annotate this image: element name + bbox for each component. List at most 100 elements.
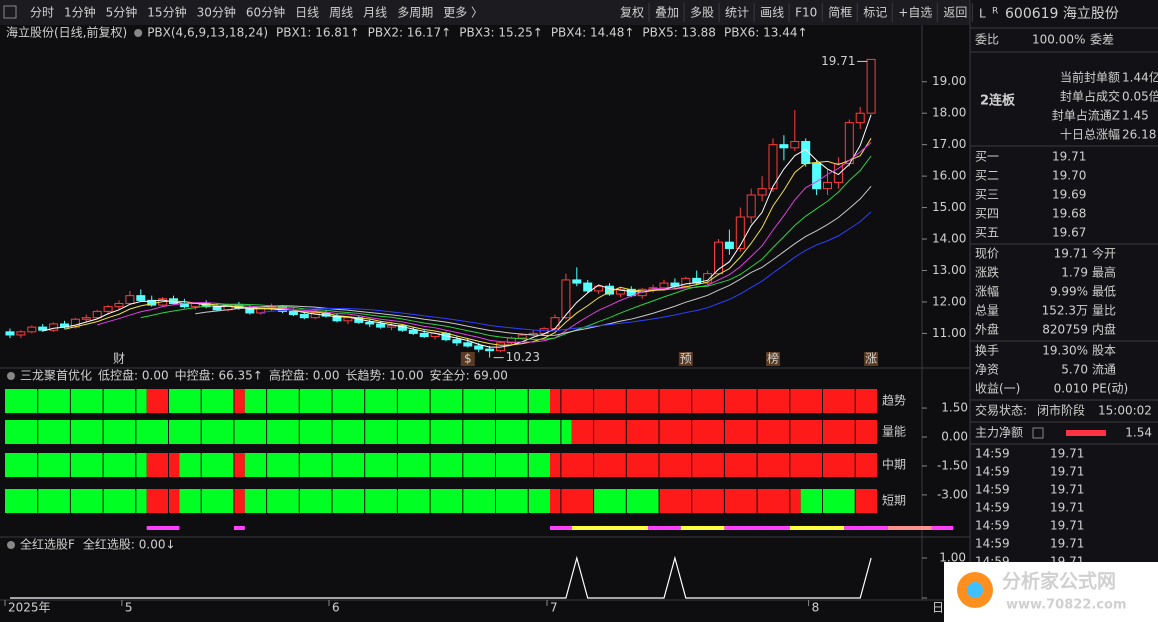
toolbar-tab[interactable]: 更多 〉 bbox=[443, 6, 483, 20]
candle-body bbox=[768, 144, 778, 190]
state-cells bbox=[800, 489, 856, 513]
ma-value: PBX4: 14.48↑ bbox=[551, 26, 635, 40]
chart-title: 海立股份(日线,前复权) bbox=[6, 25, 127, 40]
value: 19.71 bbox=[1050, 501, 1084, 515]
state-cells bbox=[550, 489, 594, 513]
state-cells bbox=[146, 453, 180, 477]
value: 19.68 bbox=[1052, 207, 1086, 221]
candle-body bbox=[583, 282, 593, 292]
candle-body bbox=[332, 315, 342, 322]
collapse-icon[interactable] bbox=[7, 541, 15, 549]
label: 涨跌 bbox=[975, 265, 999, 280]
toolbar-button[interactable]: +自选 bbox=[898, 6, 932, 20]
toolbar-button[interactable]: 统计 bbox=[725, 6, 749, 20]
candle-body bbox=[474, 345, 484, 350]
value: 19.69 bbox=[1052, 188, 1086, 202]
value: 19.67 bbox=[1052, 226, 1086, 240]
candle-body bbox=[49, 323, 59, 331]
net-icon[interactable] bbox=[1032, 427, 1044, 439]
candle-body bbox=[288, 310, 298, 316]
value: 5.70 bbox=[1061, 363, 1088, 377]
value: 19.71 bbox=[1050, 519, 1084, 533]
signal-strip bbox=[550, 526, 572, 530]
time: 14:59 bbox=[975, 519, 1010, 533]
bottom-value: 全红选股: 0.00↓ bbox=[83, 537, 176, 552]
candle-body bbox=[103, 306, 113, 312]
collapse-icon[interactable] bbox=[7, 372, 15, 380]
toolbar-tab[interactable]: 多周期 bbox=[397, 6, 433, 20]
toolbar-button[interactable]: 画线 bbox=[760, 6, 784, 20]
toolbar-button[interactable]: 复权 bbox=[620, 6, 644, 20]
time: 14:59 bbox=[975, 537, 1010, 551]
settings-icon[interactable] bbox=[134, 29, 143, 37]
value: 19.71 bbox=[1052, 150, 1086, 164]
event-marker[interactable]: 财 bbox=[113, 352, 125, 366]
toolbar-tab[interactable]: 5分钟 bbox=[106, 5, 138, 20]
toolbar-button[interactable]: 返回 bbox=[943, 6, 967, 20]
candle-body bbox=[310, 312, 320, 319]
time: 14:59 bbox=[975, 501, 1010, 515]
event-marker[interactable]: 涨 bbox=[865, 351, 877, 366]
date-label: 5 bbox=[125, 601, 133, 615]
time: 14:59 bbox=[975, 483, 1010, 497]
label: 最高 bbox=[1092, 265, 1116, 280]
indicator-tick-label: 0.00 bbox=[941, 430, 968, 444]
label: 收益(一) bbox=[975, 382, 1020, 396]
watermark-name: 分析家公式网 bbox=[1002, 570, 1116, 593]
label: 今开 bbox=[1092, 246, 1116, 261]
price-tick-label: 14.00 bbox=[932, 232, 966, 246]
toolbar-tab[interactable]: 15分钟 bbox=[147, 5, 186, 20]
toolbar-tab[interactable]: 1分钟 bbox=[64, 5, 96, 20]
state-cells bbox=[5, 453, 147, 477]
label: 当前封单额 bbox=[1060, 70, 1120, 85]
toolbar-tab[interactable]: 30分钟 bbox=[197, 5, 236, 20]
indicator-tick-label: 1.50 bbox=[941, 401, 968, 415]
state-cells bbox=[179, 489, 234, 513]
indicator-value: 长趋势: 10.00 bbox=[345, 369, 423, 383]
moving-average bbox=[195, 185, 872, 336]
indicator-value: 中控盘: 66.35↑ bbox=[175, 368, 263, 383]
candle-body bbox=[746, 194, 756, 218]
toolbar-tab[interactable]: 周线 bbox=[329, 6, 353, 20]
value: 1.54 bbox=[1125, 426, 1152, 440]
toolbar-tab[interactable]: 60分钟 bbox=[246, 5, 285, 20]
candle-body bbox=[812, 163, 822, 190]
candle-body bbox=[823, 181, 832, 190]
label: 外盘 bbox=[975, 322, 999, 337]
value: 0.010 bbox=[1054, 382, 1088, 396]
toolbar-button[interactable]: 叠加 bbox=[655, 6, 679, 20]
toolbar-tab[interactable]: 月线 bbox=[363, 6, 387, 20]
candle-body bbox=[779, 144, 789, 149]
toolbar-button[interactable]: 标记 bbox=[863, 6, 887, 20]
price-tick-label: 17.00 bbox=[932, 137, 966, 151]
side-panel bbox=[970, 0, 1158, 622]
label: 买二 bbox=[975, 169, 999, 183]
event-marker[interactable]: 预 bbox=[680, 352, 692, 366]
moving-average bbox=[42, 114, 872, 348]
toolbar-tab[interactable]: 日线 bbox=[295, 6, 319, 20]
label: 总量 bbox=[975, 304, 999, 318]
label: 委比 bbox=[975, 33, 999, 47]
candle-body bbox=[376, 323, 386, 328]
menu-box[interactable] bbox=[3, 5, 17, 19]
toolbar-button[interactable]: F10 bbox=[795, 6, 817, 20]
signal-strip bbox=[844, 526, 888, 530]
event-marker[interactable]: $ bbox=[464, 352, 472, 366]
toolbar-button[interactable]: 简框 bbox=[828, 6, 852, 20]
state-cells bbox=[659, 489, 801, 513]
event-marker[interactable]: 榜 bbox=[767, 351, 779, 366]
toolbar-button[interactable]: 多股 bbox=[690, 6, 714, 20]
watermark-url: www.70822.com bbox=[1006, 598, 1127, 613]
ma-value: PBX2: 16.17↑ bbox=[368, 26, 452, 40]
row-label: 量能 bbox=[882, 425, 906, 439]
ma-value: PBX3: 15.25↑ bbox=[459, 26, 543, 40]
signal-strip bbox=[887, 526, 932, 530]
label: 流通 bbox=[1092, 363, 1116, 377]
value: 19.30% bbox=[1042, 344, 1088, 358]
candle-body bbox=[735, 216, 745, 249]
toolbar-tab[interactable]: 分时 bbox=[30, 6, 54, 20]
indicator-title: 三龙聚首优化 bbox=[20, 369, 92, 383]
low-label: 10.23 bbox=[506, 350, 540, 364]
label: 股本 bbox=[1092, 344, 1116, 358]
value: 9.99% bbox=[1050, 285, 1088, 299]
